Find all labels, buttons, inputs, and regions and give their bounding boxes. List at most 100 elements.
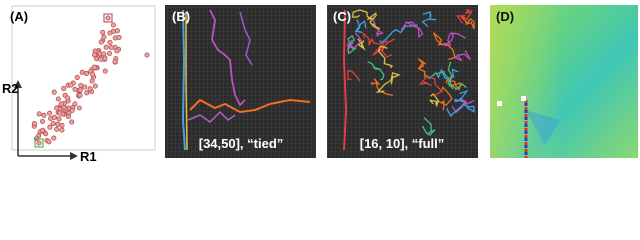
trajectory [239, 11, 253, 66]
scatter-dot [107, 39, 113, 45]
scatter-dot [112, 59, 118, 65]
scatter-dot [57, 110, 63, 116]
scatter-dot [39, 118, 46, 124]
trajectory [367, 61, 385, 81]
scatter-dot [51, 89, 57, 95]
trajectory [432, 32, 456, 61]
scatter-dot [103, 44, 109, 50]
scatter-dot [107, 30, 113, 36]
scatter-dot [77, 92, 83, 98]
scatter-dot [55, 121, 61, 127]
scatter-dot [69, 119, 75, 125]
scatter-dot [50, 120, 56, 126]
trajectory [429, 93, 441, 108]
trajectory [456, 9, 473, 24]
panel-background [165, 5, 316, 158]
trajectory [417, 58, 427, 78]
trajectory [460, 15, 475, 30]
trajectory [400, 21, 424, 39]
trajectory [421, 117, 436, 136]
highlight-box [103, 13, 113, 23]
trajectory [187, 110, 236, 123]
panel-a: (A) R2 R1 [2, 5, 156, 163]
scatter-dot [47, 124, 53, 130]
arrow-head [70, 152, 78, 160]
scatter-dot [47, 110, 53, 116]
scatter-dot [65, 114, 72, 120]
scatter-dot [114, 48, 120, 54]
trajectory [370, 78, 394, 97]
scatter-points [31, 15, 150, 146]
scatter-dot [110, 22, 116, 28]
scatter-dot [59, 127, 65, 133]
panel-label: (D) [496, 9, 514, 24]
scatter-dot [144, 52, 150, 58]
trajectory [181, 9, 186, 151]
trajectory [347, 69, 361, 82]
arrow-head [14, 80, 22, 88]
scatter-dot [59, 122, 65, 128]
panel-c: (C) [16, 10], “full” [327, 5, 478, 158]
scatter-dot [36, 111, 42, 117]
scatter-dot [31, 120, 37, 127]
panel-label: (C) [333, 9, 351, 24]
marker [497, 101, 502, 106]
trajectory [444, 32, 467, 47]
scatter-dot [92, 83, 98, 89]
panel-label: (B) [172, 9, 190, 24]
scatter-dot [101, 34, 107, 40]
highlight-box [34, 138, 44, 148]
trajectory [447, 61, 467, 91]
scatter-dot [40, 127, 46, 133]
scatter-dot [68, 82, 74, 88]
trajectory [189, 98, 311, 114]
scatter-dot [78, 82, 84, 88]
scatter-dot [54, 105, 60, 111]
figure-page: {"panels": [ {"label": "(A)", "axes": {"… [2, 5, 638, 163]
trajectory [209, 9, 246, 107]
scatter-dot [102, 55, 108, 61]
scatter-dot [61, 86, 67, 92]
scatter-dot [74, 74, 80, 80]
scatter-dot [108, 45, 114, 51]
trajectory [342, 9, 348, 151]
trajectory [372, 17, 384, 37]
trajectory [366, 12, 381, 30]
trajectory [453, 50, 471, 62]
scatter-dot [101, 51, 107, 57]
scatter-dot [106, 50, 113, 56]
panel-label: (A) [10, 9, 28, 24]
scatter-dot [76, 105, 82, 111]
figure: (A) R2 R1 (B) [34,50], “tied” (C) [16, 1… [2, 5, 638, 163]
trajectory [375, 72, 401, 94]
scatter-dot [92, 52, 98, 58]
scatter-dot [69, 107, 75, 113]
scatter-dot [100, 29, 106, 35]
panel-caption: [16, 10], “full” [360, 136, 445, 151]
trajectory [445, 76, 462, 91]
scatter-dot [55, 96, 61, 102]
trajectory [418, 75, 443, 96]
trajectory [421, 11, 437, 28]
scatter-dot [58, 101, 64, 107]
trajectories [342, 9, 475, 151]
heatmap-region [525, 110, 560, 145]
trajectory [185, 12, 188, 151]
trajectory [346, 34, 357, 55]
scatter-dot [56, 116, 62, 122]
panel-b: (B) [34,50], “tied” [165, 5, 316, 158]
scatter-dot [102, 68, 108, 74]
scatter-dot [84, 90, 90, 96]
marker [521, 96, 526, 101]
scatter-dot [72, 86, 78, 92]
scatter-dot [54, 126, 60, 132]
trajectory [446, 103, 475, 118]
scatter-dot [116, 34, 122, 40]
scatter-dot [72, 101, 78, 107]
scatter-dot [87, 86, 93, 92]
scatter-dot [105, 15, 111, 21]
scatter-dot [41, 112, 47, 118]
trajectory [354, 19, 367, 33]
scatter-dot [98, 39, 104, 45]
scatter-dot [90, 71, 96, 77]
